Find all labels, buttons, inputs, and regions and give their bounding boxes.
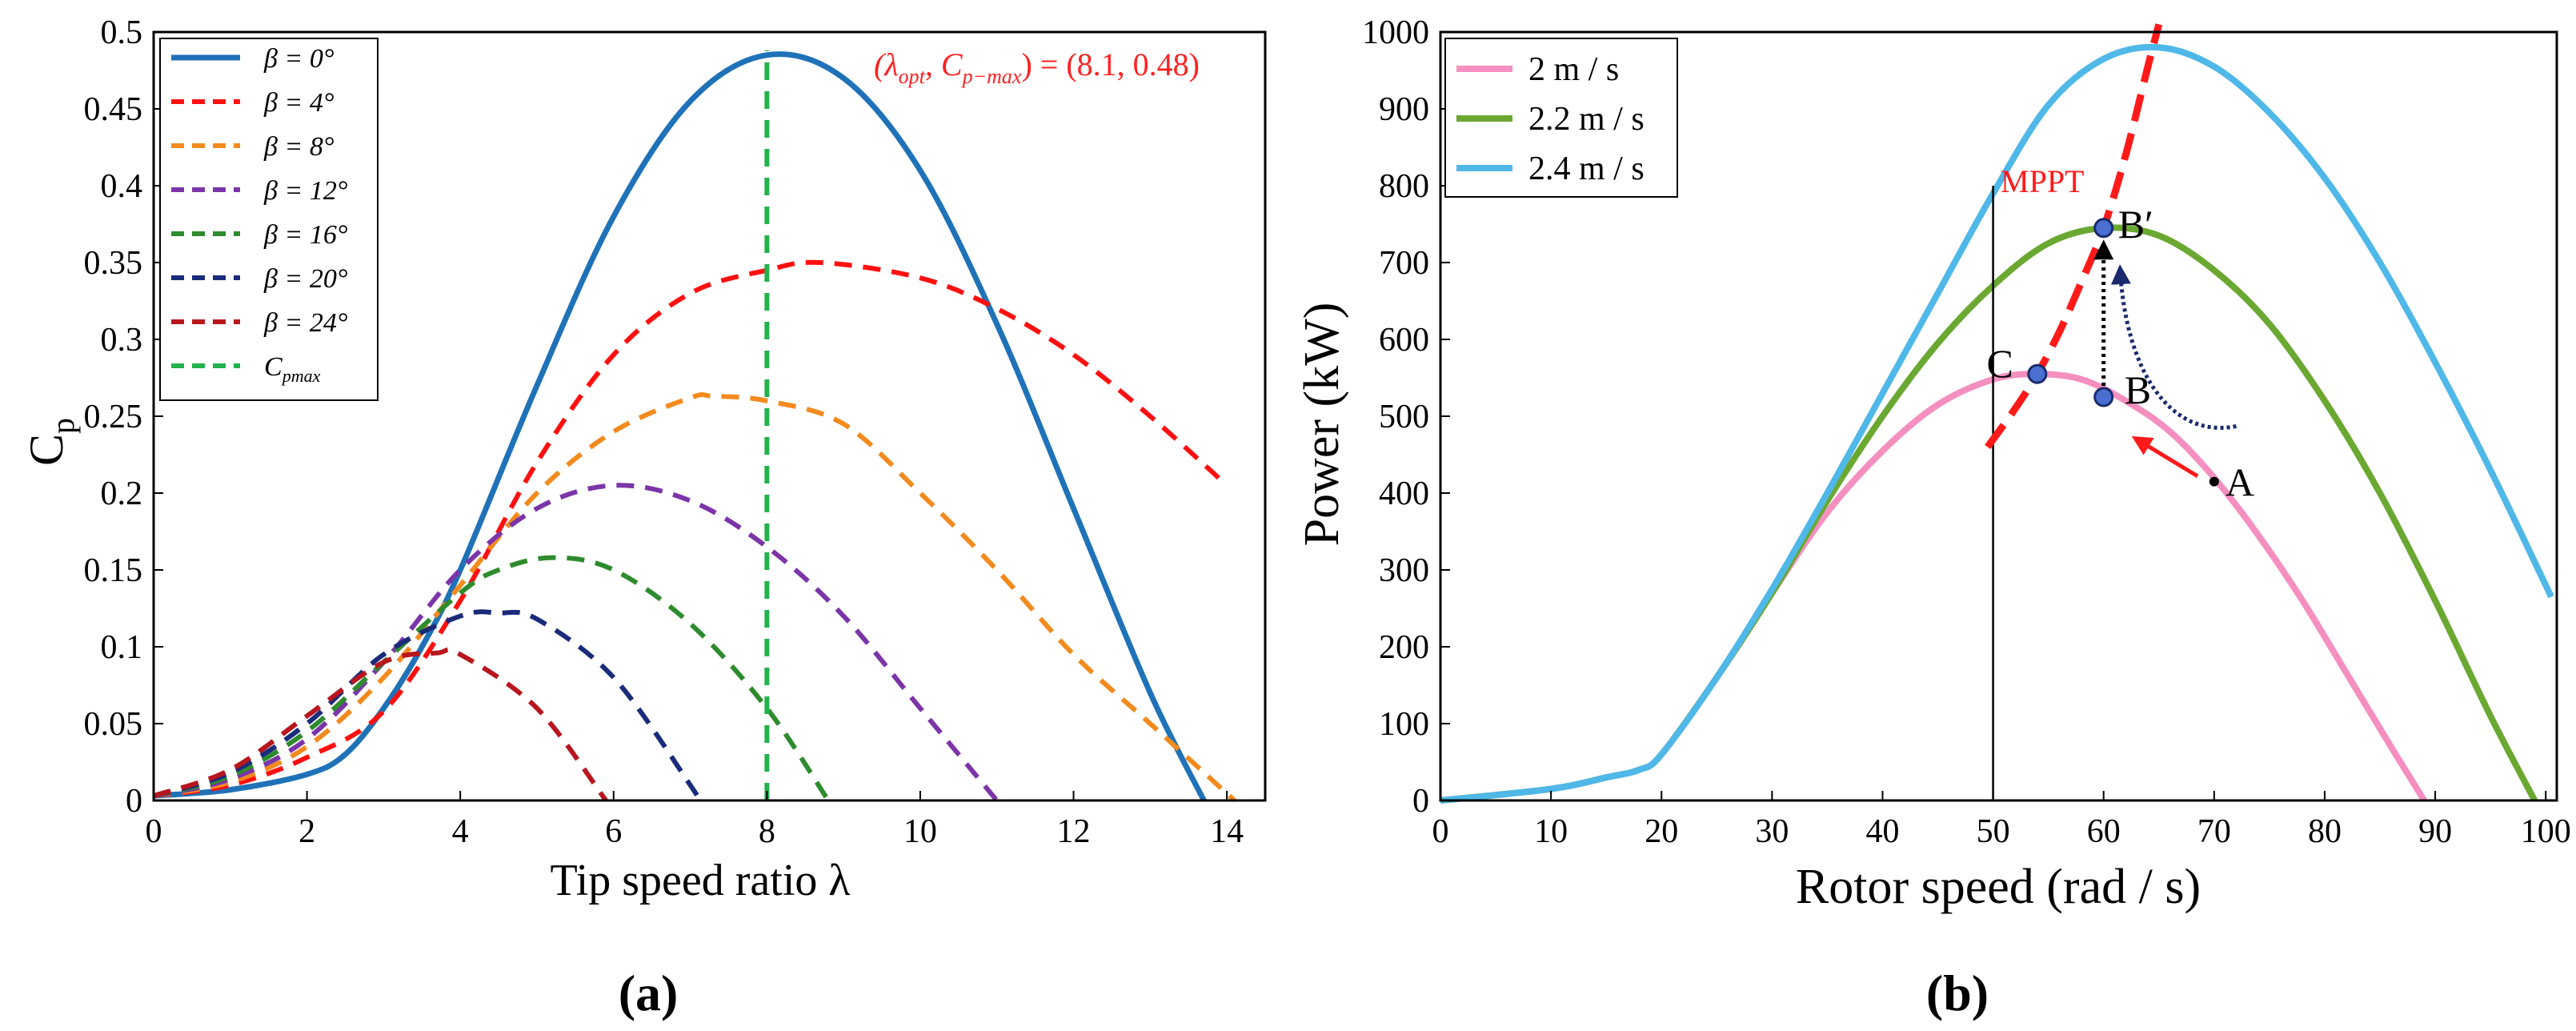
chart-a-annotation-sub1: opt bbox=[899, 65, 926, 88]
chart-a-x-tick-label-2: 4 bbox=[452, 813, 469, 850]
chart-a-legend: β = 0° β = 4° β = 8° β = 12° β = 16° β = 20° β… bbox=[171, 44, 348, 386]
chart-a-y-tick-label-7: 0.35 bbox=[84, 245, 143, 282]
chart-a-legend-label-1: β = 4° bbox=[263, 88, 335, 118]
chart-b-y-tick-label-8: 800 bbox=[1379, 168, 1429, 205]
chart-b-ylabel: Power (kW) bbox=[1295, 303, 1349, 547]
chart-a-y-tick-label-6: 0.3 bbox=[101, 322, 143, 359]
chart-a-series-line-6 bbox=[153, 647, 608, 802]
chart-b-x-tick-label-5: 50 bbox=[1977, 813, 2010, 850]
chart-a-series-line-2 bbox=[153, 391, 1236, 803]
chart-a-annotation-mid: , C bbox=[925, 46, 963, 82]
chart-b-y-tick-label-6: 600 bbox=[1379, 322, 1429, 359]
point-label-1: B bbox=[2125, 367, 2151, 412]
chart-b-x-tick-label-10: 100 bbox=[2521, 813, 2571, 850]
chart-b-x-tick-label-3: 30 bbox=[1755, 813, 1789, 850]
chart-b: A B B′ C 0 10 20 30 40 50 60 70 80 90 100 0 100 200 300 4… bbox=[1295, 14, 2571, 914]
chart-a-series-layer bbox=[153, 50, 1236, 803]
chart-b-y-tick-label-4: 400 bbox=[1379, 475, 1429, 512]
chart-b-y-tick-label-5: 500 bbox=[1379, 399, 1429, 435]
chart-a-y-tick-label-1: 0.05 bbox=[84, 706, 143, 743]
chart-a-y-tick-label-0: 0 bbox=[126, 783, 142, 820]
chart-a-xlabel: Tip speed ratio λ bbox=[550, 856, 850, 905]
chart-b-xlabel: Rotor speed (rad / s) bbox=[1796, 860, 2201, 914]
chart-a-x-tick-label-4: 8 bbox=[759, 813, 775, 850]
chart-b-legend: 2 m / s 2.2 m / s 2.4 m / s bbox=[1456, 51, 1645, 187]
chart-a-y-tick-label-2: 0.1 bbox=[101, 629, 143, 666]
panel-label-a: (a) bbox=[619, 965, 679, 1021]
chart-a-ylabel-main: C bbox=[20, 434, 73, 466]
chart-b-y-tick-label-7: 700 bbox=[1379, 245, 1429, 282]
chart-a-x-tick-label-3: 6 bbox=[605, 813, 622, 850]
chart-a-annotation-post: ) = (8.1, 0.48) bbox=[1021, 46, 1200, 82]
chart-a-y-tick-label-8: 0.4 bbox=[101, 168, 143, 205]
chart-a-x-tick-label-1: 2 bbox=[298, 813, 315, 850]
point-marker-3 bbox=[2027, 363, 2048, 384]
chart-b-x-tick-label-0: 0 bbox=[1432, 813, 1449, 850]
chart-a-x-ticks: 0 2 4 6 8 10 12 14 bbox=[146, 791, 1244, 850]
chart-b-y-tick-label-10: 1000 bbox=[1362, 14, 1429, 51]
chart-b-y-tick-label-3: 300 bbox=[1379, 552, 1429, 589]
chart-a-series-line-5 bbox=[153, 609, 702, 803]
chart-b-legend-label-1: 2.2 m / s bbox=[1528, 101, 1645, 138]
chart-a-y-tick-label-3: 0.15 bbox=[84, 552, 143, 589]
chart-b-x-tick-label-8: 80 bbox=[2308, 813, 2342, 850]
chart-a-annotation-sub2: p−max bbox=[961, 65, 1022, 88]
chart-a-y-tick-label-9: 0.45 bbox=[84, 91, 143, 128]
chart-b-legend-label-2: 2.4 m / s bbox=[1528, 150, 1645, 187]
mppt-curve bbox=[1985, 23, 2163, 450]
chart-a-annotation: (λopt, Cp−max) = (8.1, 0.48) bbox=[874, 46, 1200, 88]
chart-a-y-tick-label-4: 0.2 bbox=[101, 475, 143, 512]
chart-b-x-tick-label-7: 70 bbox=[2197, 813, 2231, 850]
chart-a-annotation-pre: (λ bbox=[874, 46, 899, 82]
chart-b-series-line-2 bbox=[1440, 43, 2554, 804]
point-marker-2 bbox=[2093, 218, 2114, 239]
chart-b-x-ticks: 0 10 20 30 40 50 60 70 80 90 100 bbox=[1432, 791, 2571, 850]
chart-b-legend-label-0: 2 m / s bbox=[1528, 51, 1619, 88]
chart-b-x-tick-label-2: 20 bbox=[1645, 813, 1678, 850]
chart-a-series-line-3 bbox=[153, 483, 1000, 802]
chart-a-x-tick-label-7: 14 bbox=[1210, 813, 1244, 850]
chart-a-x-tick-label-5: 10 bbox=[903, 813, 937, 850]
chart-b-x-tick-label-9: 90 bbox=[2418, 813, 2452, 850]
chart-a-y-tick-label-5: 0.25 bbox=[84, 399, 143, 435]
chart-b-y-tick-label-1: 100 bbox=[1379, 706, 1429, 743]
chart-b-x-tick-label-1: 10 bbox=[1534, 813, 1568, 850]
chart-a-y-tick-label-10: 0.5 bbox=[101, 14, 143, 51]
chart-a-series-line-0 bbox=[153, 51, 1207, 802]
point-label-0: A bbox=[2225, 460, 2254, 505]
chart-a-legend-label-7: Cpmax bbox=[264, 352, 321, 386]
chart-b-series-layer bbox=[1440, 43, 2554, 804]
chart-b-x-tick-label-4: 40 bbox=[1865, 813, 1899, 850]
chart-a-legend-label-0: β = 0° bbox=[263, 44, 335, 74]
chart-b-y-tick-label-9: 900 bbox=[1379, 91, 1429, 128]
mppt-label: MPPT bbox=[2001, 163, 2085, 199]
chart-b-y-ticks: 0 100 200 300 400 500 600 700 800 900 1000 bbox=[1362, 14, 1450, 820]
chart-a-legend-label-3: β = 12° bbox=[263, 176, 348, 206]
chart-a-x-tick-label-0: 0 bbox=[146, 813, 162, 850]
chart-a-series-line-1 bbox=[153, 259, 1229, 799]
point-label-2: B′ bbox=[2118, 202, 2153, 247]
arrow-red-a-to-b bbox=[2131, 435, 2199, 479]
point-marker-a bbox=[2209, 476, 2219, 487]
chart-b-y-tick-label-0: 0 bbox=[1412, 783, 1429, 820]
chart-a-legend-label-2: β = 8° bbox=[263, 132, 335, 162]
chart-a-legend-label-6: β = 24° bbox=[263, 308, 348, 338]
chart-a-y-ticks: 0 0.05 0.1 0.15 0.2 0.25 0.3 0.35 0.4 0.45 0.5 bbox=[84, 14, 163, 820]
chart-b-x-tick-label-6: 60 bbox=[2087, 813, 2121, 850]
chart-a: 0 2 4 6 8 10 12 14 0 0.05 0.1 0.15 0.2 0.25 0.3 0.35 0.… bbox=[20, 14, 1267, 905]
chart-a-x-tick-label-6: 12 bbox=[1057, 813, 1091, 850]
chart-a-series-line-4 bbox=[153, 555, 831, 802]
chart-a-legend-label-4: β = 16° bbox=[263, 220, 348, 250]
chart-a-legend-box bbox=[159, 38, 379, 401]
point-label-3: C bbox=[1986, 341, 2013, 386]
chart-b-y-tick-label-2: 200 bbox=[1379, 629, 1429, 666]
point-marker-1 bbox=[2093, 387, 2114, 407]
chart-b-overlay-layer: A B B′ C bbox=[1985, 23, 2254, 800]
chart-a-ylabel: Cp bbox=[20, 418, 81, 466]
panel-label-b: (b) bbox=[1926, 965, 1989, 1021]
chart-a-ylabel-sub: p bbox=[45, 418, 81, 434]
chart-a-legend-label-5: β = 20° bbox=[263, 264, 348, 294]
